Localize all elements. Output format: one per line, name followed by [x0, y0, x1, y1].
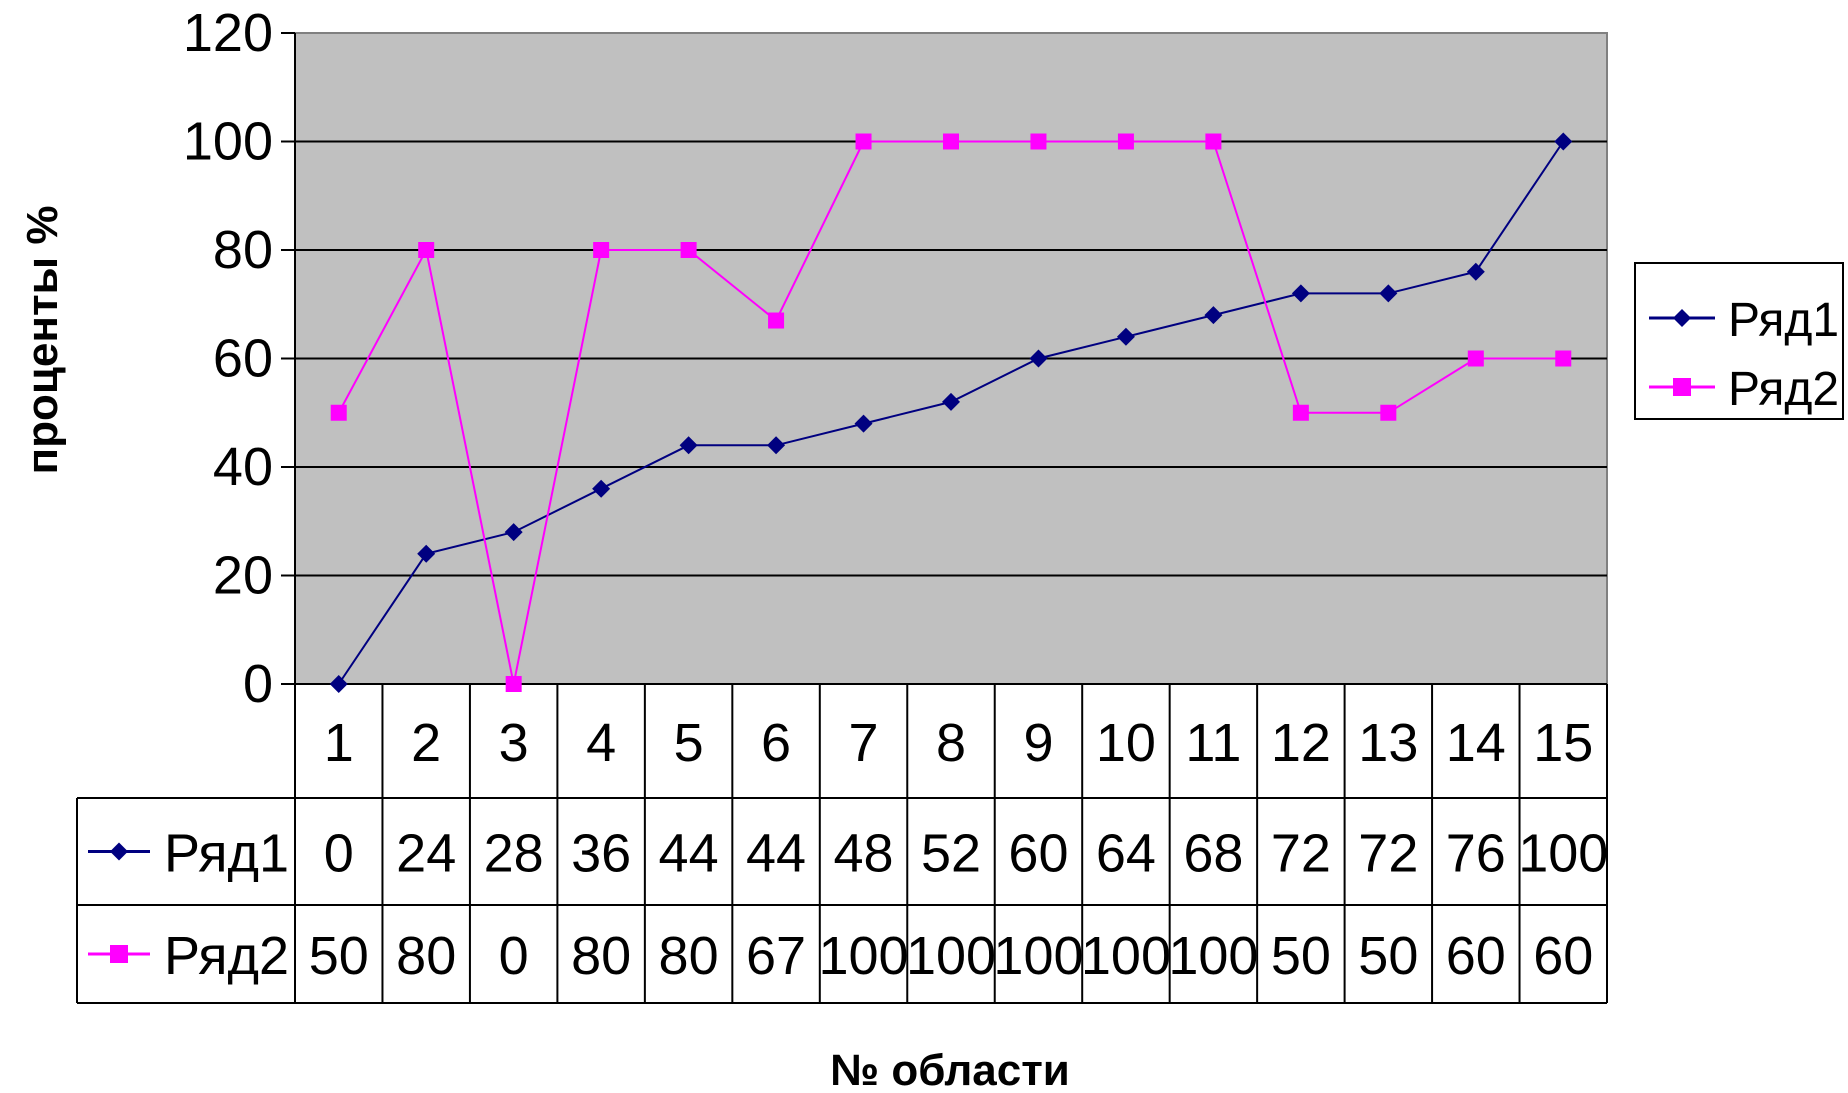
data-point: [1117, 133, 1134, 150]
data-point: [767, 436, 786, 455]
table-value: 50: [1271, 926, 1331, 986]
table-value: 100: [818, 926, 908, 986]
category-label: 7: [849, 713, 879, 773]
data-point: [679, 436, 698, 455]
data-point: [505, 676, 522, 692]
data-point: [1467, 350, 1484, 367]
data-point: [1554, 132, 1573, 151]
data-point: [593, 242, 610, 258]
table-value: 50: [309, 926, 369, 986]
series-lines: [329, 132, 1573, 693]
category-label: 13: [1358, 713, 1418, 773]
table-value: 80: [571, 926, 631, 986]
data-point: [1380, 404, 1397, 421]
x-axis-title: № области: [830, 1046, 1070, 1093]
data-point: [680, 242, 697, 258]
y-axis-title: проценты %: [18, 206, 67, 475]
table-value: 72: [1271, 824, 1331, 884]
data-point: [330, 404, 347, 421]
table-value: 100: [1168, 926, 1258, 986]
y-tick-label: 60: [213, 329, 273, 389]
table-legend-marker: [110, 945, 128, 963]
table-legend-marker: [110, 842, 128, 861]
table-value: 100: [1518, 824, 1608, 884]
data-point: [592, 479, 611, 498]
data-point: [418, 242, 435, 258]
table-value: 36: [571, 824, 631, 884]
data-point: [329, 675, 348, 693]
category-label: 12: [1271, 713, 1331, 773]
category-label: 8: [936, 713, 966, 773]
category-label: 3: [499, 713, 529, 773]
data-point: [1030, 133, 1047, 150]
table-value: 28: [484, 824, 544, 884]
category-label: 6: [761, 713, 791, 773]
y-tick-label: 40: [213, 437, 273, 497]
table-value: 100: [993, 926, 1083, 986]
data-point: [1466, 262, 1485, 281]
data-point: [855, 133, 872, 150]
table-value: 68: [1183, 824, 1243, 884]
table-series-name: Ряд2: [164, 926, 289, 986]
y-tick-label: 80: [213, 220, 273, 280]
data-point: [417, 544, 436, 563]
data-point: [504, 523, 523, 542]
table-value: 48: [833, 824, 893, 884]
table-value: 60: [1008, 824, 1068, 884]
data-point: [943, 133, 959, 150]
data-point: [1292, 404, 1309, 421]
category-label: 4: [586, 713, 616, 773]
y-tick-label: 100: [183, 112, 273, 172]
table-value: 0: [324, 824, 354, 884]
category-label: 1: [324, 713, 354, 773]
data-point: [1116, 327, 1135, 346]
y-tick-label: 20: [213, 546, 273, 606]
data-point: [1379, 284, 1398, 303]
table-series-name: Ряд1: [164, 824, 289, 884]
category-label: 2: [411, 713, 441, 773]
legend-label: Ряд2: [1728, 363, 1839, 416]
table-value: 72: [1358, 824, 1418, 884]
table-value: 44: [746, 824, 806, 884]
table-value: 60: [1446, 926, 1506, 986]
y-tick-label: 120: [183, 3, 273, 63]
y-tick-label: 0: [243, 654, 273, 714]
data-point: [942, 392, 960, 411]
category-label: 14: [1446, 713, 1506, 773]
table-value: 44: [659, 824, 719, 884]
table-value: 52: [921, 824, 981, 884]
legend-marker: [1673, 309, 1691, 327]
table-value: 80: [396, 926, 456, 986]
category-label: 10: [1096, 713, 1156, 773]
table-value: 0: [499, 926, 529, 986]
table-value: 50: [1358, 926, 1418, 986]
table-value: 67: [746, 926, 806, 986]
category-label: 5: [674, 713, 704, 773]
table-value: 24: [396, 824, 456, 884]
data-point: [1204, 306, 1223, 325]
table-value: 100: [906, 926, 996, 986]
legend-box: [1634, 262, 1844, 420]
y-axis-ticks: 0 20 40 60 80 100 120: [183, 3, 296, 714]
data-point: [1205, 133, 1222, 150]
legend: Ряд1 Ряд2: [1634, 262, 1844, 420]
data-point: [1555, 350, 1572, 367]
table-value: 100: [1081, 926, 1171, 986]
table-value: 76: [1446, 824, 1506, 884]
legend-label: Ряд1: [1728, 294, 1839, 347]
table-value: 60: [1533, 926, 1593, 986]
category-label: 15: [1533, 713, 1593, 773]
data-point: [854, 414, 873, 433]
category-label: 11: [1185, 713, 1241, 773]
data-point: [768, 312, 785, 329]
data-point: [1029, 349, 1048, 368]
table-value: 64: [1096, 824, 1156, 884]
legend-marker: [1673, 378, 1691, 396]
data-point: [1291, 284, 1310, 303]
table-value: 80: [659, 926, 719, 986]
category-label: 9: [1023, 713, 1053, 773]
